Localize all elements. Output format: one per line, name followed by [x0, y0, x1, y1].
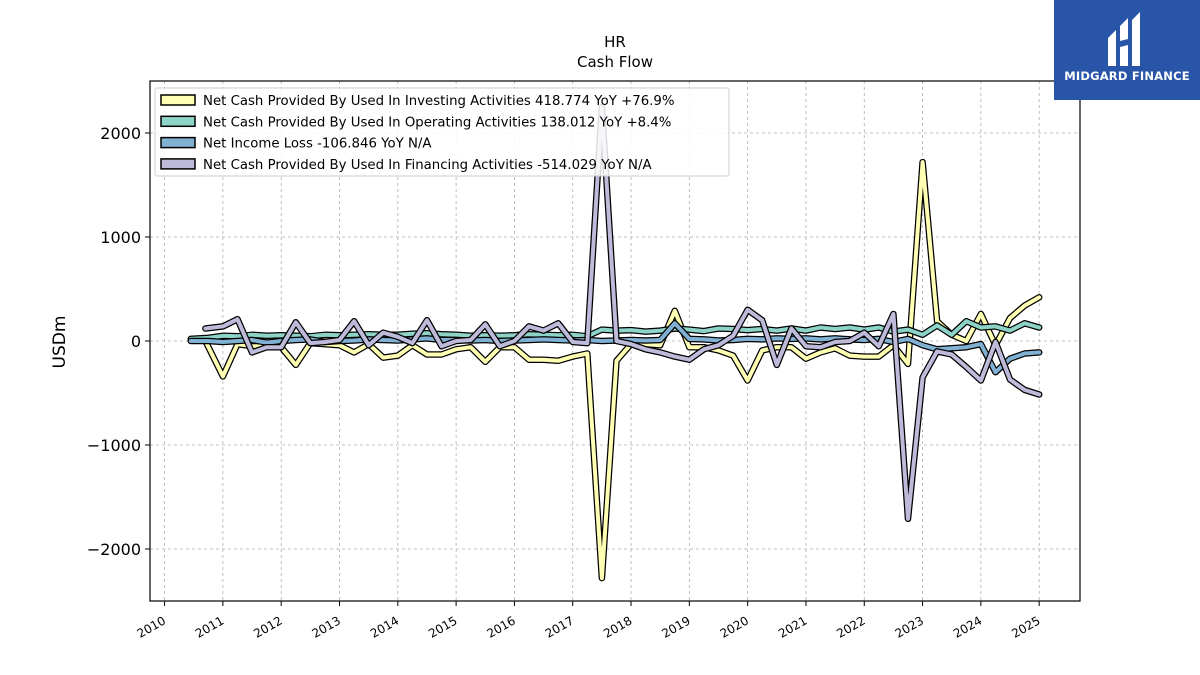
x-tick-label: 2025: [1009, 613, 1042, 640]
series-layer: [187, 103, 1043, 582]
x-tick-label: 2015: [426, 613, 459, 640]
x-tick-label: 2011: [193, 613, 226, 640]
x-tick-label: 2010: [135, 613, 168, 640]
brand-name: MIDGARD FINANCE: [1064, 69, 1190, 83]
legend-swatch: [160, 136, 196, 149]
y-tick-label: 0: [131, 332, 141, 351]
x-tick-label: 2014: [368, 613, 401, 640]
x-tick-label: 2024: [951, 613, 984, 640]
series-outline-net-cash-provided-by-used-in-investing-activities: [202, 158, 1043, 582]
y-axis-label: USDm: [50, 316, 70, 369]
x-tick-label: 2021: [776, 613, 809, 640]
midgard-finance-logo: MIDGARD FINANCE: [1054, 0, 1200, 100]
y-tick-label: −1000: [87, 436, 141, 455]
x-tick-label: 2023: [893, 613, 926, 640]
x-tick-label: 2017: [543, 613, 576, 640]
legend-label: Net Cash Provided By Used In Operating A…: [203, 115, 671, 130]
legend-label: Net Cash Provided By Used In Financing A…: [203, 158, 652, 173]
x-tick-label: 2012: [251, 613, 284, 640]
legend-label: Net Income Loss -106.846 YoY N/A: [203, 137, 432, 152]
midgard-logo-mark-icon: [1108, 12, 1140, 66]
x-tick-label: 2022: [834, 613, 867, 640]
legend: Net Cash Provided By Used In Investing A…: [154, 87, 730, 177]
chart-subtitle: Cash Flow: [577, 53, 653, 71]
legend-label: Net Cash Provided By Used In Investing A…: [203, 94, 674, 109]
x-tick-label: 2019: [659, 613, 692, 640]
legend-swatch: [160, 158, 196, 170]
y-tick-label: 2000: [100, 124, 141, 143]
series-line-net-cash-provided-by-used-in-financing-activities: [203, 105, 1042, 521]
y-tick-label: 1000: [100, 228, 141, 247]
legend-swatch: [160, 115, 196, 128]
x-tick-label: 2013: [310, 613, 343, 640]
legend-box: [154, 87, 730, 177]
x-tick-label: 2016: [484, 613, 517, 640]
x-tick-label: 2020: [718, 613, 751, 640]
series-line-net-cash-provided-by-used-in-investing-activities: [203, 160, 1042, 581]
x-tick-label: 2018: [601, 613, 634, 640]
legend-swatch: [160, 94, 196, 106]
y-tick-label: −2000: [87, 540, 141, 559]
chart-title: HR: [604, 33, 626, 51]
